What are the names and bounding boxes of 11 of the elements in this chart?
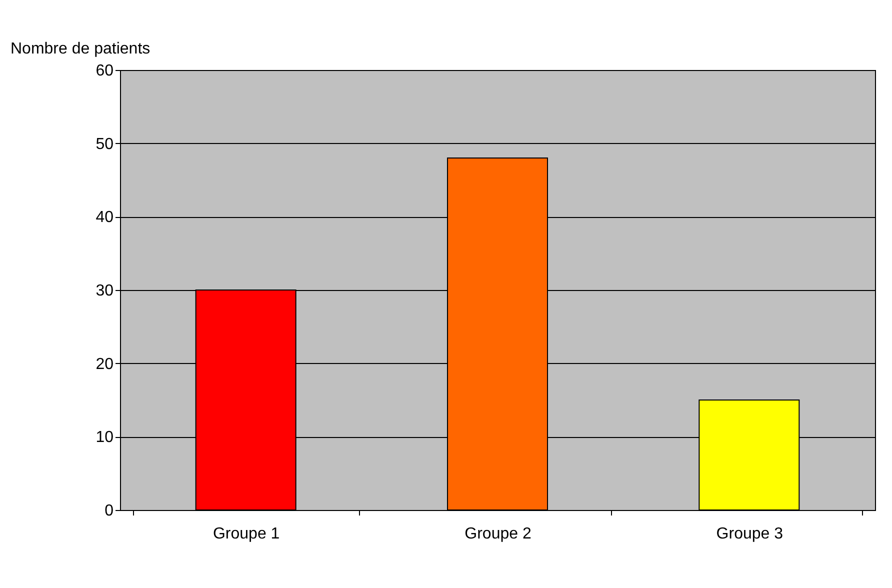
y-tick-label: 20 [96,356,114,373]
x-tick-label: Groupe 1 [212,526,280,542]
x-tick-label: Groupe 2 [464,526,532,542]
y-tick-label: 0 [104,502,114,520]
x-tick-label: Groupe 3 [716,526,784,542]
y-tick-label: 50 [96,136,114,153]
y-tick-label: 10 [96,429,114,446]
y-tick-label: 30 [96,282,114,300]
y-tick-label: 40 [96,209,114,226]
y-axis-title: Nombre de patients [10,40,150,58]
y-tick-label: 60 [96,62,114,80]
